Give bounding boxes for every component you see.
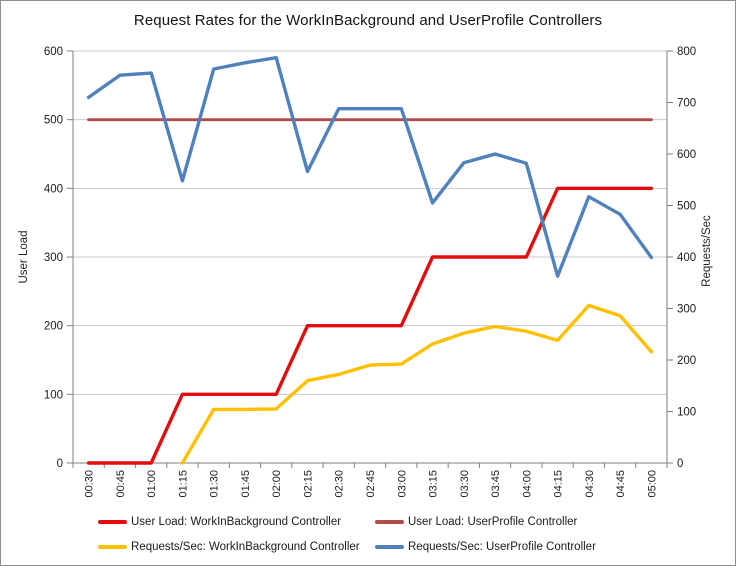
x-tick-label: 03:15 [428, 470, 440, 498]
x-tick-label: 03:45 [490, 470, 502, 498]
series-line-3 [86, 56, 654, 278]
x-tick-label: 04:00 [521, 470, 533, 498]
right-axis-tick-label: 400 [677, 252, 696, 264]
legend-swatch-darkred-line [375, 519, 404, 524]
x-tick-label: 01:30 [209, 470, 221, 498]
x-tick-label: 00:30 [84, 470, 96, 498]
x-tick-label: 04:15 [553, 470, 565, 498]
series-line-2 [180, 303, 654, 465]
right-axis-tick-label: 500 [677, 201, 696, 213]
x-tick-label: 00:45 [115, 470, 127, 498]
left-axis-tick-label: 400 [44, 183, 63, 195]
chart-title: Request Rates for the WorkInBackground a… [133, 12, 603, 29]
right-axis-tick-label: 600 [677, 149, 696, 161]
left-axis-tick-label: 300 [44, 252, 63, 264]
x-tick-label: 01:15 [177, 470, 189, 498]
x-tick-label: 02:30 [334, 470, 346, 498]
x-tick-label: 02:00 [271, 470, 283, 498]
x-tick-label: 01:45 [240, 470, 252, 498]
x-tick-label: 05:00 [646, 470, 658, 498]
right-axis-tick-label: 0 [677, 458, 683, 470]
x-tick-label: 04:45 [615, 470, 627, 498]
right-axis-tick-label: 800 [677, 46, 696, 58]
right-axis-tick-label: 200 [677, 355, 696, 367]
x-tick-label: 02:45 [365, 470, 377, 498]
right-axis-tick-label: 700 [677, 98, 696, 110]
left-axis-tick-label: 100 [44, 389, 63, 401]
legend-item-userload-userprofile: User Load: UserProfile Controller [375, 515, 577, 528]
legend-swatch-red-line [98, 519, 127, 524]
left-axis-tick-label: 600 [44, 46, 63, 58]
legend-item-requests-workinbackground: Requests/Sec: WorkInBackground Controlle… [98, 540, 360, 553]
legend-label: User Load: WorkInBackground Controller [131, 515, 342, 528]
right-axis-tick-label: 100 [677, 407, 696, 419]
x-tick-label: 02:15 [302, 470, 314, 498]
legend-label: Requests/Sec: WorkInBackground Controlle… [131, 540, 360, 553]
legend-swatch-blue-line [375, 544, 404, 549]
right-axis-title: Requests/Sec [701, 215, 713, 287]
left-axis-tick-label: 200 [44, 321, 63, 333]
series-line-0 [86, 186, 654, 465]
left-axis-tick-label: 0 [57, 458, 63, 470]
legend-label: User Load: UserProfile Controller [408, 515, 578, 528]
x-tick-label: 01:00 [146, 470, 158, 498]
x-tick-label: 03:00 [396, 470, 408, 498]
legend-item-requests-userprofile: Requests/Sec: UserProfile Controller [375, 540, 596, 553]
left-axis-title: User Load [18, 230, 30, 284]
legend-item-userload-workinbackground: User Load: WorkInBackground Controller [98, 515, 341, 528]
x-tick-label: 04:30 [584, 470, 596, 498]
legend-swatch-gold-line [98, 544, 127, 549]
legend-label: Requests/Sec: UserProfile Controller [408, 540, 596, 553]
left-axis-tick-label: 500 [44, 115, 63, 127]
x-tick-label: 03:30 [459, 470, 471, 498]
right-axis-tick-label: 300 [677, 304, 696, 316]
